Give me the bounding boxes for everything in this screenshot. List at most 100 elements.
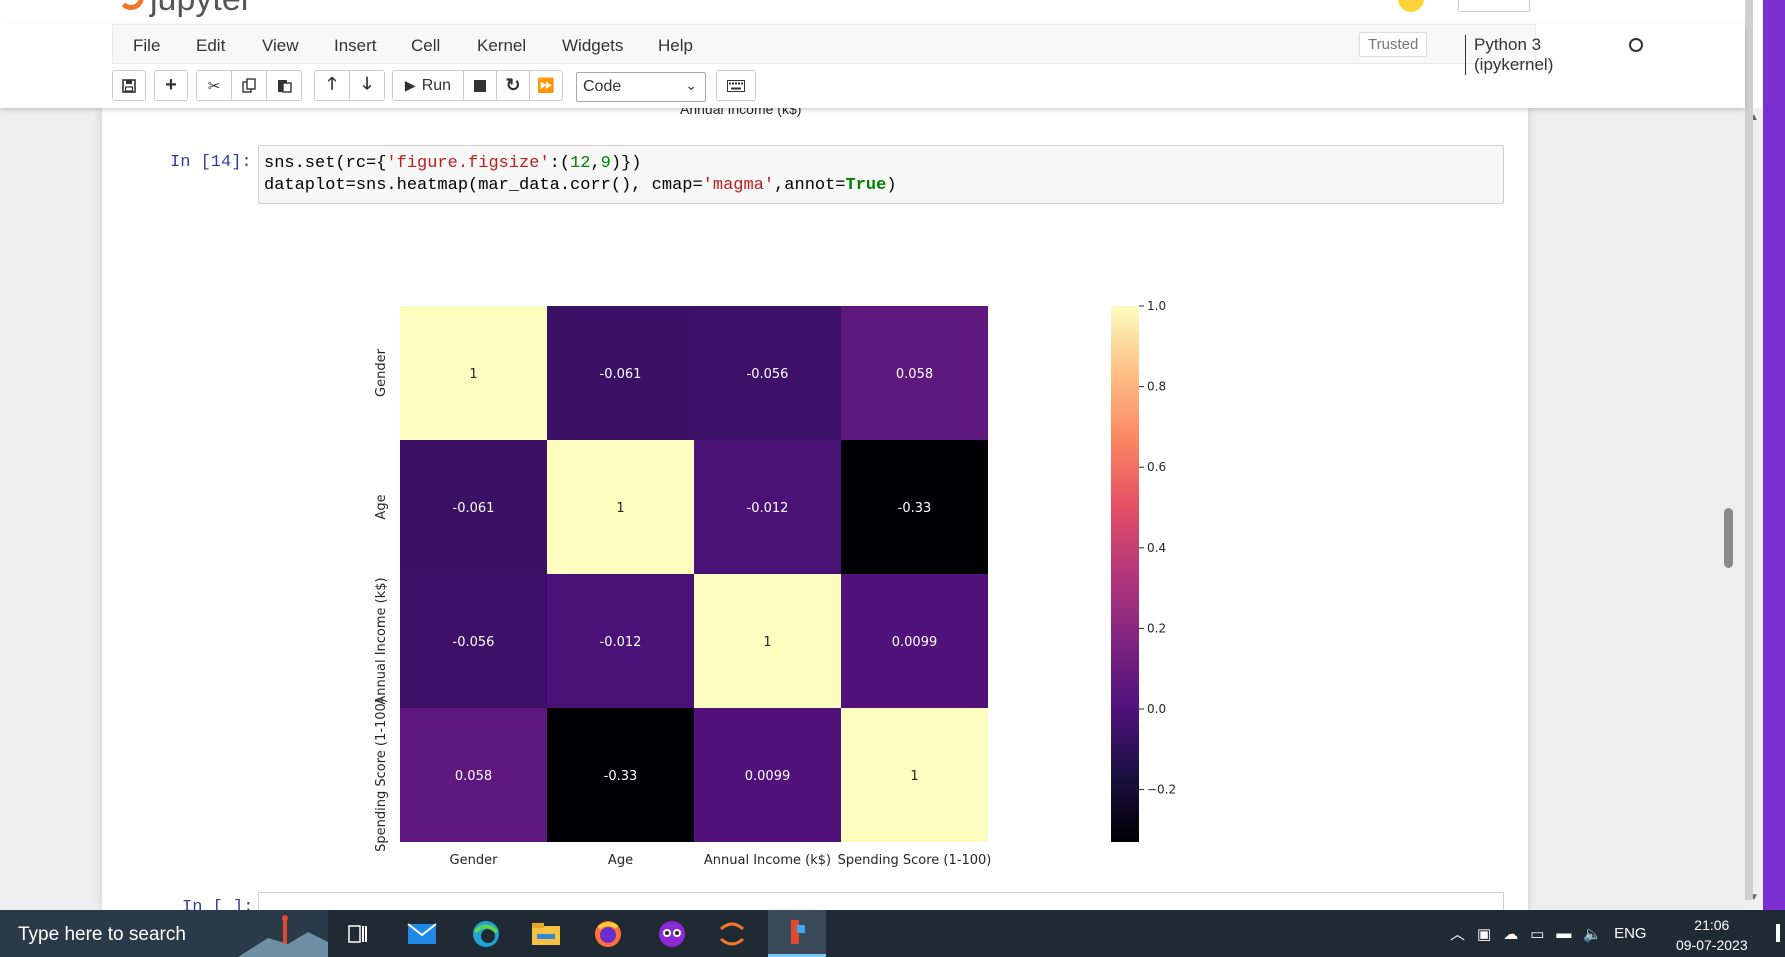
volume-icon[interactable]: 🔈	[1583, 925, 1603, 943]
jupyter-logo-icon	[118, 0, 144, 10]
menu-insert[interactable]: Insert	[334, 36, 377, 55]
menu-help[interactable]: Help	[658, 36, 693, 55]
heatmap-cell	[547, 440, 694, 574]
file-explorer-icon[interactable]	[520, 910, 572, 957]
heatmap-column-label: Spending Score (1-100)	[838, 853, 992, 868]
taskbar-search-placeholder: Type here to search	[18, 924, 186, 945]
next-code-cell-input[interactable]	[258, 892, 1504, 910]
arrow-up-icon: 🡑	[327, 74, 337, 93]
jupyter-app-icon[interactable]	[706, 910, 758, 957]
chevron-down-icon: ⌄	[685, 77, 697, 93]
colorbar-tick-label: −0.2	[1147, 783, 1176, 797]
heatmap-annotation: -0.33	[604, 769, 638, 784]
restart-button[interactable]: ↻	[496, 70, 530, 101]
jupyter-wordmark: jupyter	[150, 0, 252, 19]
search-highlight-icon	[238, 915, 328, 957]
heatmap-cell	[400, 708, 547, 842]
keyboard-icon	[727, 79, 745, 92]
logout-button[interactable]	[1458, 0, 1530, 12]
heatmap-cell	[400, 574, 547, 708]
language-indicator[interactable]: ENG	[1614, 925, 1647, 942]
run-label: Run	[421, 76, 452, 94]
restart-run-all-button[interactable]: ⏩	[529, 70, 563, 101]
menu-edit[interactable]: Edit	[196, 36, 226, 55]
heatmap-row-labels: Gender Age Annual Income (k$)Spending Scor…	[374, 348, 389, 851]
display-icon[interactable]: ▭	[1530, 925, 1545, 943]
stop-icon	[474, 79, 486, 92]
taskbar-clock[interactable]: 21:06 09-07-2023	[1676, 915, 1748, 955]
save-icon	[122, 78, 136, 93]
system-tray: ︿ ▣ ☁ ▭ ▬ 🔈 ENG	[1450, 910, 1647, 957]
correlation-heatmap: 1 -0.061 -0.056 0.058 -0.061 1 -0.012 -0.33 -0.0…	[374, 299, 1176, 868]
code-cell-input[interactable]: sns.set(rc={'figure.figsize':(12,9)}) da…	[258, 145, 1504, 204]
paste-button[interactable]	[266, 70, 302, 101]
scroll-up-icon[interactable]: ▲	[1749, 112, 1759, 123]
heatmap-column-labels: Gender Age Annual Income (k$) Spending Scor…	[450, 853, 992, 868]
cell-type-select[interactable]: Code ⌄	[576, 72, 706, 102]
cut-button[interactable]: ✂	[196, 70, 232, 101]
colorbar-tick-label: 1.0	[1147, 299, 1166, 313]
menu-view[interactable]: View	[262, 36, 299, 55]
top-header-strip: jupyter	[0, 0, 1745, 24]
save-button[interactable]	[112, 70, 146, 101]
copy-button[interactable]	[231, 70, 267, 101]
cell-prompt: In [14]:	[170, 153, 252, 172]
scroll-down-icon[interactable]: ▼	[1749, 892, 1759, 903]
heatmap-cell	[841, 574, 988, 708]
tray-expand-icon[interactable]: ︿	[1450, 926, 1466, 943]
browser-scrollbar[interactable]	[1745, 0, 1753, 900]
notebook-container[interactable]: Annual Income (k$) In [14]: sns.set(rc={…	[102, 108, 1528, 910]
game-app-icon[interactable]	[646, 910, 698, 957]
heatmap-column-label: Gender	[450, 853, 499, 868]
battery-icon[interactable]: ▬	[1556, 925, 1572, 942]
scrollbar-thumb[interactable]	[1724, 508, 1733, 568]
firefox-icon[interactable]	[582, 910, 634, 957]
heatmap-row-label: Annual Income (k$)	[374, 577, 389, 704]
heatmap-annotation: 0.058	[455, 769, 492, 784]
colorbar	[1111, 306, 1139, 842]
heatmap-cells: 1 -0.061 -0.056 0.058 -0.061 1 -0.012 -0.33 -0.0…	[400, 306, 988, 842]
heatmap-column-label: Annual Income (k$)	[704, 853, 831, 868]
menu-kernel[interactable]: Kernel	[477, 36, 527, 55]
move-up-button[interactable]: 🡑	[314, 70, 350, 101]
heatmap-annotation: -0.061	[453, 501, 495, 516]
insert-cell-button[interactable]: +	[154, 70, 188, 101]
task-view-icon[interactable]	[332, 910, 384, 957]
previous-output-xlabel: Annual Income (k$)	[680, 108, 802, 117]
notification-icon[interactable]	[1776, 924, 1780, 942]
interrupt-button[interactable]	[463, 70, 497, 101]
menubar: File Edit View Insert Cell Kernel Widget…	[112, 24, 1643, 75]
arrow-down-icon: 🡓	[362, 74, 372, 93]
clock-time: 21:06	[1694, 917, 1730, 933]
heatmap-cell	[400, 440, 547, 574]
refresh-icon: ↻	[505, 75, 521, 95]
trusted-indicator[interactable]: Trusted	[1359, 32, 1428, 57]
onedrive-icon[interactable]: ☁	[1503, 925, 1519, 943]
command-palette-button[interactable]	[716, 70, 756, 101]
plus-icon: +	[165, 74, 177, 96]
heatmap-row-label: Age	[374, 494, 389, 519]
heatmap-annotation: 1	[616, 501, 624, 516]
run-button[interactable]: ▶ Run	[392, 70, 464, 101]
taskbar-search[interactable]: Type here to search	[0, 910, 328, 957]
heatmap-cell	[694, 306, 841, 440]
menu-cell[interactable]: Cell	[411, 36, 441, 55]
heatmap-annotation: -0.056	[453, 635, 495, 650]
heatmap-annotation: 0.0099	[745, 769, 791, 784]
colorbar-ticks: 1.0 0.8 0.6 0.4 0.2 0.0 −0.2	[1139, 299, 1176, 797]
kernel-idle-icon	[1629, 38, 1643, 52]
kernel-name[interactable]: Python 3 (ipykernel)	[1465, 35, 1553, 75]
cell-type-value: Code	[583, 78, 622, 95]
heatmap-cell	[694, 574, 841, 708]
mail-icon[interactable]	[396, 910, 448, 957]
move-down-button[interactable]: 🡓	[349, 70, 385, 101]
meet-now-icon[interactable]: ▣	[1477, 925, 1492, 943]
menu-file[interactable]: File	[133, 36, 161, 55]
colorbar-tick-label: 0.2	[1147, 621, 1166, 635]
edge-browser-icon[interactable]	[460, 910, 512, 957]
heatmap-cell	[841, 708, 988, 842]
heatmap-cell	[400, 306, 547, 440]
menu-widgets[interactable]: Widgets	[562, 36, 624, 55]
active-app-icon[interactable]	[768, 910, 826, 957]
scissors-icon: ✂	[207, 77, 221, 95]
